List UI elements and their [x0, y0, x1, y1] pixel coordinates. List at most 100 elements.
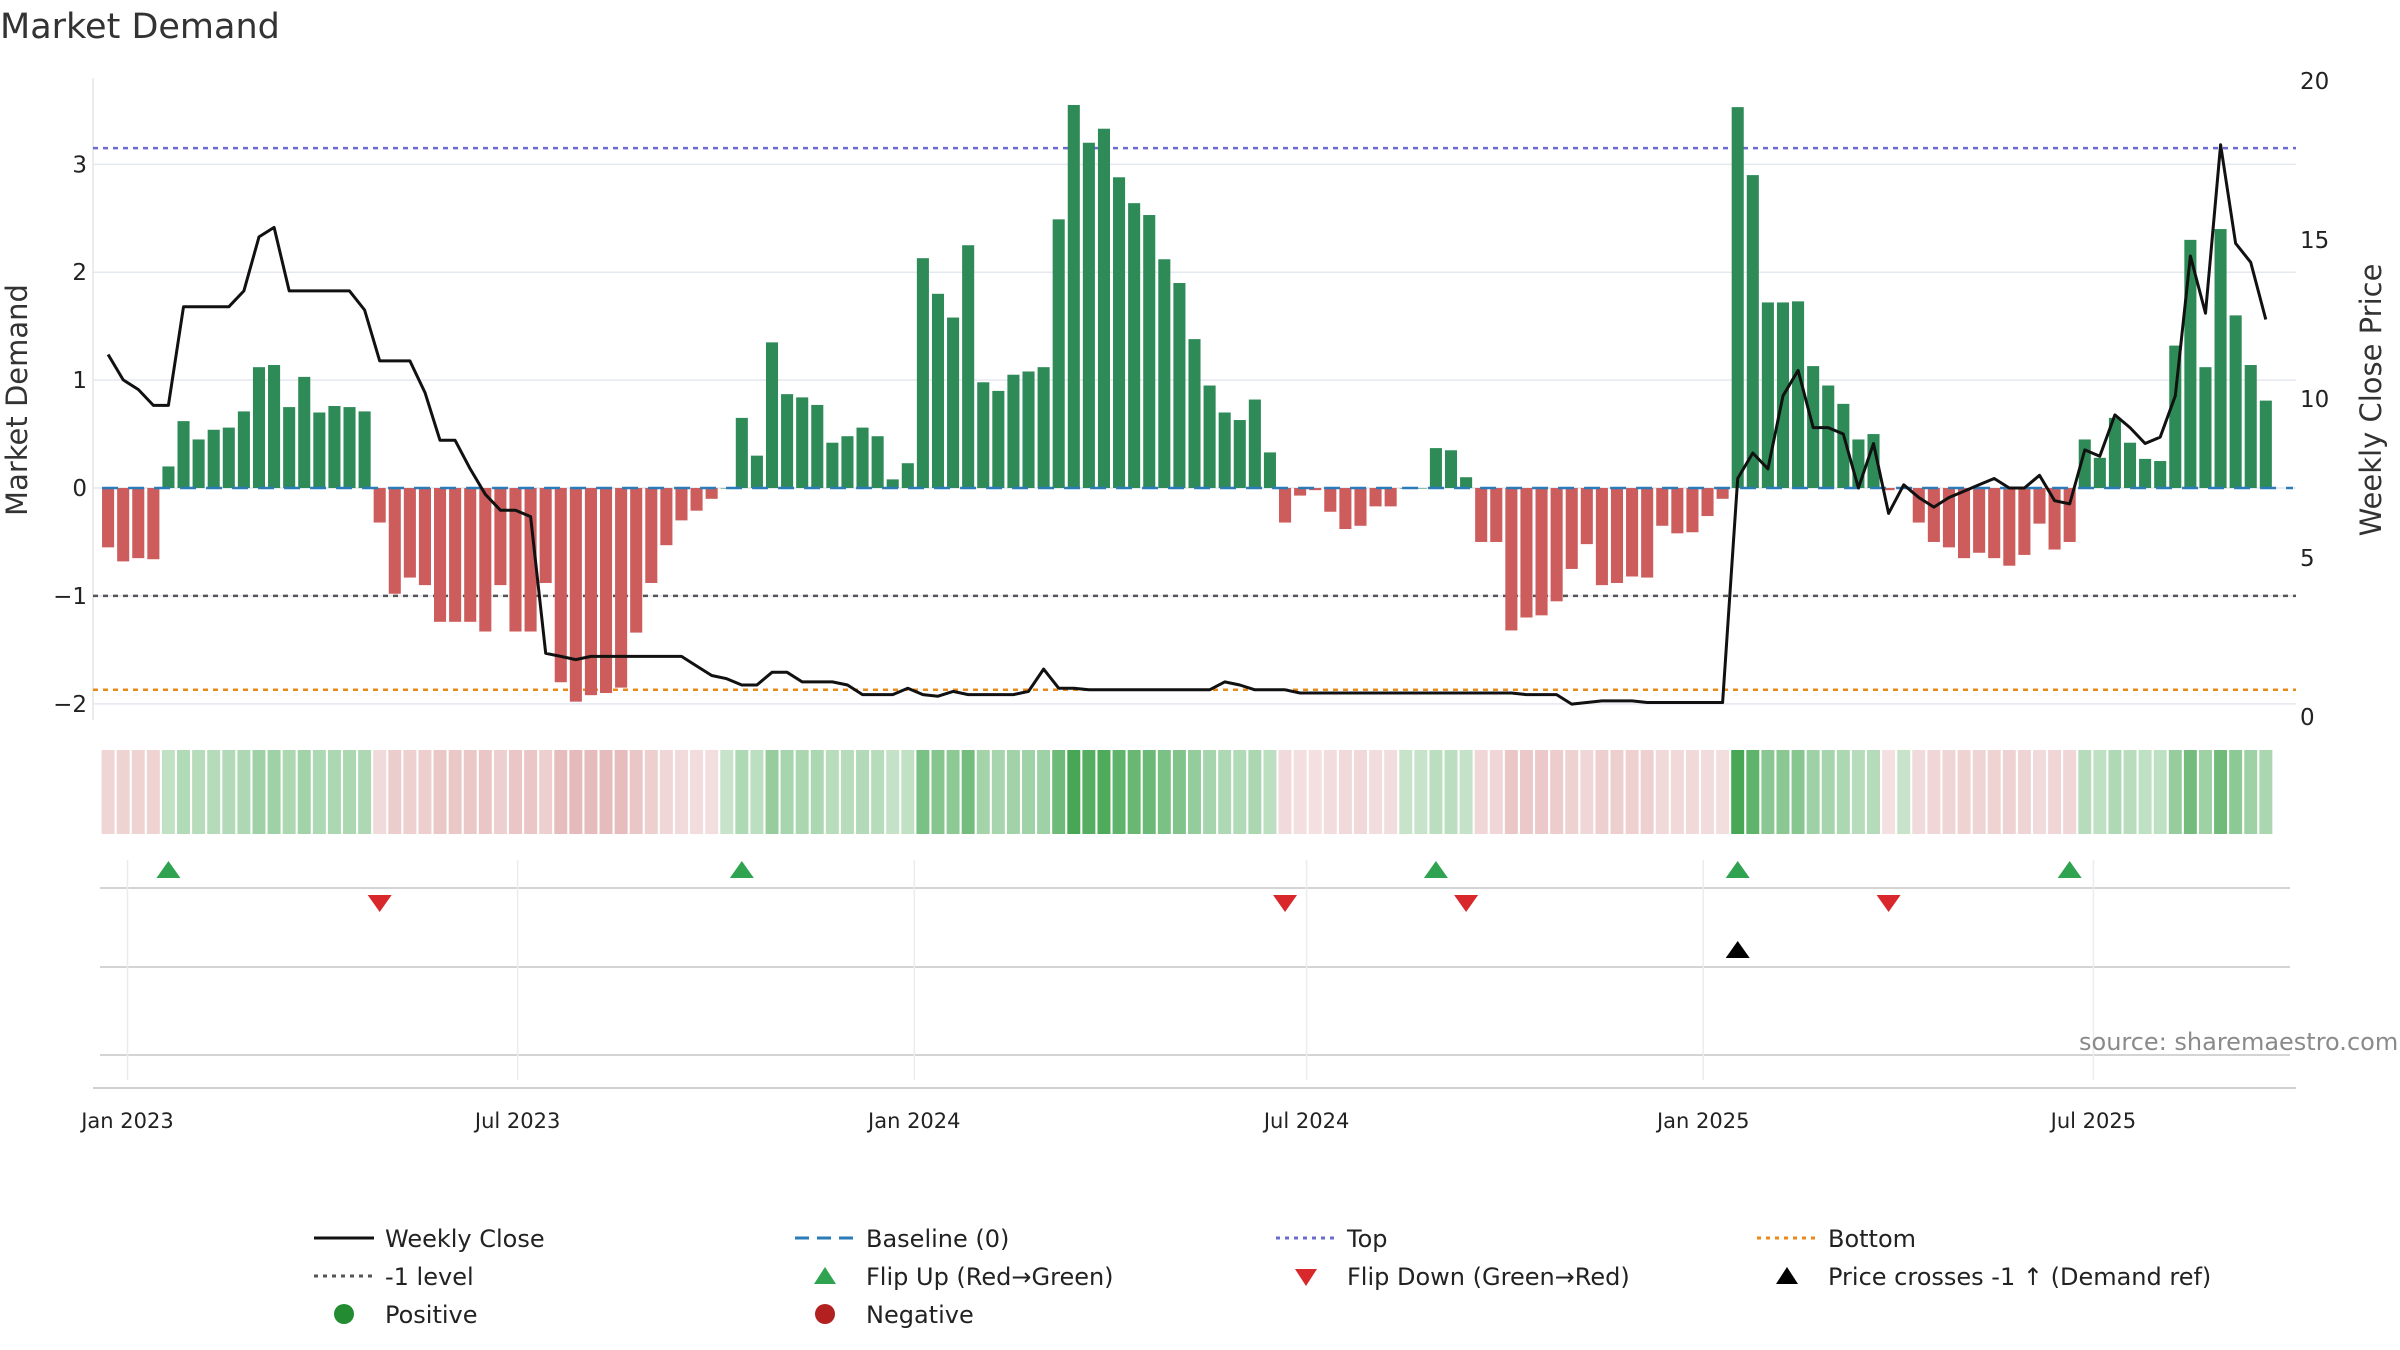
demand-bar [1324, 488, 1337, 512]
legend-price-cross-label: Price crosses -1 ↑ (Demand ref) [1828, 1263, 2211, 1291]
heat-cell [629, 750, 643, 834]
heat-cell [1218, 750, 1232, 834]
legend-item-weekly-close: Weekly Close [314, 1225, 545, 1253]
heat-cell [1474, 750, 1488, 834]
heat-cell [1323, 750, 1337, 834]
legend-bottom-label: Bottom [1828, 1225, 1916, 1253]
demand-bar [690, 488, 703, 511]
heat-cell [1595, 750, 1609, 834]
demand-bar [1037, 367, 1050, 489]
demand-bar [901, 463, 914, 489]
heat-cell [2153, 750, 2167, 834]
demand-bar [554, 488, 567, 683]
demand-bar [1067, 104, 1080, 489]
legend-negative-swatch [815, 1304, 835, 1324]
heat-cell [1233, 750, 1247, 834]
heat-cell [840, 750, 854, 834]
flip-down-marker [367, 895, 392, 912]
heat-cell [1519, 750, 1533, 834]
demand-bar [1158, 259, 1171, 489]
legend-negative-label: Negative [866, 1301, 974, 1329]
demand-bar [313, 412, 326, 489]
heat-cell [644, 750, 658, 834]
legend-minus-one-label: -1 level [385, 1263, 474, 1291]
heat-cell [901, 750, 915, 834]
demand-bar [1746, 175, 1759, 489]
heat-cell [161, 750, 175, 834]
demand-bar [1656, 488, 1669, 526]
y2-tick-label: 15 [2300, 228, 2329, 254]
heat-cell [1716, 750, 1730, 834]
demand-bar [1701, 488, 1714, 517]
heat-cell [1338, 750, 1352, 834]
demand-bar [1143, 215, 1156, 489]
demand-bar [705, 488, 718, 499]
legend-positive-swatch [334, 1304, 354, 1324]
heat-cell [418, 750, 432, 834]
x-tick-label: Jan 2024 [866, 1109, 961, 1133]
heat-cell [403, 750, 417, 834]
legend: Weekly Close Baseline (0) Top Bottom -1 … [314, 1225, 2211, 1329]
demand-heat-strip [101, 750, 2273, 834]
demand-bar [283, 407, 296, 489]
heat-cell [493, 750, 507, 834]
legend-positive-label: Positive [385, 1301, 478, 1329]
heat-cell [991, 750, 1005, 834]
heat-cell [750, 750, 764, 834]
demand-bar [856, 427, 869, 489]
demand-bar [1444, 450, 1458, 489]
heat-cell [856, 750, 870, 834]
demand-bar [675, 488, 688, 521]
demand-bar [117, 488, 130, 562]
demand-bar [1535, 488, 1548, 616]
heat-cell [1414, 750, 1428, 834]
demand-bar [1188, 339, 1201, 489]
heat-cell [1746, 750, 1760, 834]
legend-item-flip-up: Flip Up (Red→Green) [814, 1263, 1114, 1291]
weekly-close-line [106, 143, 2268, 706]
heat-cell [1022, 750, 1036, 834]
event-markers [100, 860, 2290, 1080]
demand-bar [2003, 488, 2016, 566]
heat-cell [146, 750, 160, 834]
heat-cell [222, 750, 236, 834]
demand-bar [1626, 488, 1639, 577]
heat-cell [554, 750, 568, 834]
demand-bar [449, 488, 462, 622]
demand-bar [1263, 452, 1276, 489]
heat-cell [1580, 750, 1594, 834]
source-annotation: source: sharemaestro.com [2079, 1028, 2398, 1056]
heat-cell [237, 750, 251, 834]
heat-cell [1112, 750, 1126, 834]
demand-bar [268, 365, 281, 489]
heat-cell [946, 750, 960, 834]
date-ticks: Jan 2023 Jul 2023 Jan 2024 Jul 2024 Jan 2025… [79, 1109, 2136, 1133]
heat-cell [976, 750, 990, 834]
demand-bar [298, 376, 311, 489]
demand-bar [2214, 229, 2227, 489]
heat-cell [780, 750, 794, 834]
demand-bar [132, 488, 145, 559]
legend-item-flip-down: Flip Down (Green→Red) [1295, 1263, 1630, 1291]
demand-bar [916, 258, 929, 489]
heat-cell [1399, 750, 1413, 834]
demand-bar [1475, 488, 1488, 542]
demand-bar [1052, 219, 1065, 489]
heat-cell [1867, 750, 1880, 834]
heat-cell [478, 750, 492, 834]
demand-bar [2018, 488, 2031, 555]
heat-cell [2093, 750, 2107, 834]
demand-bar [1369, 488, 1382, 507]
demand-bar [2154, 461, 2167, 489]
demand-bar [237, 411, 250, 489]
demand-bar [1686, 488, 1699, 533]
heat-cell [327, 750, 341, 834]
heat-cell [1836, 750, 1850, 834]
flip-up-marker [1725, 861, 1750, 878]
heat-cell [1701, 750, 1715, 834]
heat-cell [810, 750, 824, 834]
demand-bar [1731, 107, 1744, 489]
heat-cell [1791, 750, 1805, 834]
heat-cell [1369, 750, 1383, 834]
demand-bar [750, 455, 763, 489]
